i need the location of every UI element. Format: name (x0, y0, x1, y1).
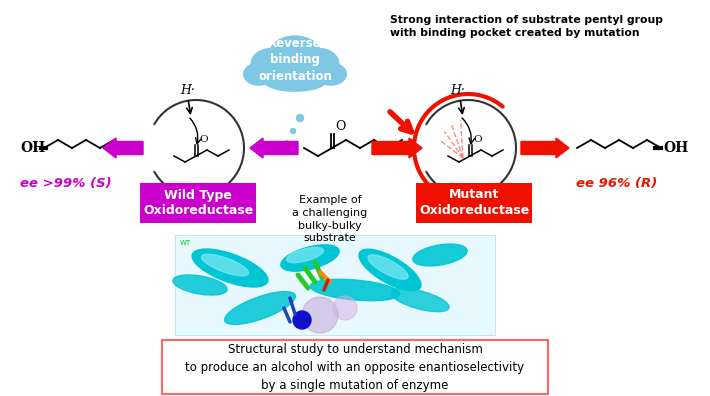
Text: O: O (335, 120, 345, 133)
Circle shape (333, 296, 357, 320)
FancyBboxPatch shape (140, 183, 256, 223)
Circle shape (290, 128, 295, 133)
Text: Strong interaction of substrate pentyl group
with binding pocket created by muta: Strong interaction of substrate pentyl g… (390, 15, 663, 38)
Text: WT: WT (180, 240, 191, 246)
Ellipse shape (287, 248, 324, 263)
Ellipse shape (244, 63, 274, 85)
Text: H·: H· (451, 84, 466, 97)
Ellipse shape (264, 71, 326, 91)
Circle shape (293, 311, 311, 329)
Text: Example of
a challenging
bulky-bulky
substrate: Example of a challenging bulky-bulky sub… (293, 195, 368, 244)
Text: H·: H· (180, 84, 195, 97)
FancyArrow shape (250, 138, 298, 158)
FancyArrow shape (372, 138, 422, 158)
Ellipse shape (299, 49, 339, 79)
Text: OH: OH (20, 141, 45, 155)
Ellipse shape (368, 255, 408, 279)
Ellipse shape (251, 49, 291, 79)
Ellipse shape (202, 254, 248, 276)
FancyBboxPatch shape (162, 340, 548, 394)
Text: ee >99% (S): ee >99% (S) (20, 177, 111, 190)
Ellipse shape (310, 279, 400, 301)
Text: Mutant
Oxidoreductase: Mutant Oxidoreductase (419, 188, 529, 217)
Text: Wild Type
Oxidoreductase: Wild Type Oxidoreductase (143, 188, 253, 217)
Circle shape (302, 297, 338, 333)
FancyArrow shape (103, 138, 143, 158)
Text: OH: OH (663, 141, 688, 155)
Ellipse shape (192, 249, 268, 287)
Ellipse shape (224, 291, 295, 324)
Ellipse shape (269, 36, 321, 74)
Text: O: O (199, 135, 207, 144)
Ellipse shape (413, 244, 467, 266)
FancyBboxPatch shape (416, 183, 532, 223)
Circle shape (297, 114, 303, 122)
FancyArrow shape (521, 138, 569, 158)
Text: O: O (473, 135, 481, 144)
Ellipse shape (391, 288, 449, 312)
Ellipse shape (173, 275, 227, 295)
Text: Structural study to understand mechanism
to produce an alcohol with an opposite : Structural study to understand mechanism… (185, 343, 525, 392)
Ellipse shape (359, 249, 421, 291)
Ellipse shape (316, 63, 346, 85)
FancyBboxPatch shape (175, 235, 495, 335)
Ellipse shape (281, 245, 339, 271)
Text: ee 96% (R): ee 96% (R) (577, 177, 657, 190)
Text: Reverse
binding
orientation: Reverse binding orientation (258, 37, 332, 83)
Circle shape (285, 141, 288, 143)
